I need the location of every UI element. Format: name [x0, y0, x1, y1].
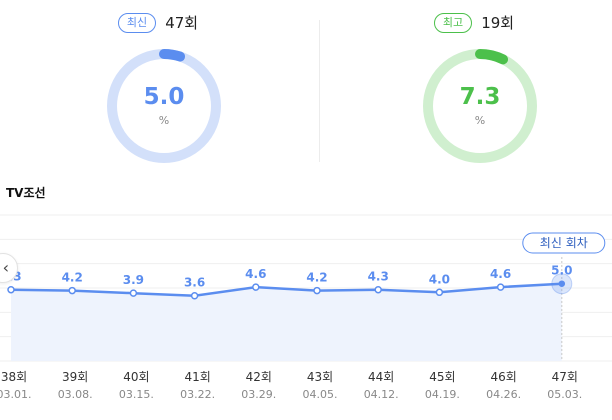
x-tick-label: 45회 — [429, 370, 455, 384]
best-episode: 19회 — [481, 14, 515, 32]
x-tick-label: 47회 — [552, 370, 578, 384]
data-point[interactable] — [190, 291, 199, 300]
x-tick-label: 40회 — [123, 370, 149, 384]
summary-divider — [319, 20, 320, 162]
best-badge: 최고 — [433, 12, 473, 33]
x-tick-date: 04.19. — [425, 388, 460, 401]
latest-badge: 최신 — [117, 12, 157, 33]
chevron-left-icon: ‹ — [2, 258, 9, 277]
best-donut-arc — [475, 49, 509, 65]
data-point[interactable] — [496, 283, 505, 291]
latest-rating-value: 5.0 — [143, 84, 185, 110]
x-tick-label: 42회 — [246, 370, 272, 384]
x-tick-label: 39회 — [62, 370, 88, 384]
data-point[interactable] — [435, 288, 444, 297]
x-tick-label: 43회 — [307, 370, 333, 384]
data-point[interactable] — [558, 280, 566, 287]
best-rating-card: 최고 19회 7.3 % — [374, 0, 574, 170]
latest-rating-donut: 5.0 % — [102, 44, 226, 168]
value-label: 4.6 — [490, 267, 511, 281]
latest-episode: 47회 — [165, 14, 199, 32]
best-rating-value: 7.3 — [459, 84, 501, 110]
latest-episode-badge — [522, 232, 606, 254]
x-tick-date: 03.22. — [180, 388, 215, 401]
data-point[interactable] — [68, 286, 76, 295]
area-fill — [11, 283, 562, 361]
latest-episode-badge-label: 최신 회차 — [540, 236, 588, 250]
best-rating-donut: 7.3 % — [418, 44, 542, 168]
value-label: 4.6 — [245, 267, 266, 281]
series-line — [10, 282, 562, 297]
latest-rating-card: 최신 47회 5.0 % — [58, 0, 258, 170]
value-label: 5.0 — [551, 264, 572, 278]
data-point[interactable] — [7, 285, 15, 294]
x-tick-label: 41회 — [184, 370, 210, 384]
value-label: 4.2 — [62, 271, 83, 285]
rating-summary: 최신 47회 5.0 % 최고 19회 7.3 % — [0, 0, 612, 170]
x-tick-date: 03.15. — [119, 388, 154, 401]
x-tick-date: 05.03. — [547, 388, 582, 401]
value-label: 3.6 — [184, 276, 205, 290]
best-rating-unit: % — [474, 114, 486, 127]
x-tick-date: 04.12. — [364, 388, 399, 401]
value-label: 4.0 — [429, 272, 450, 286]
channel-title: TV조선 — [6, 186, 46, 200]
data-point[interactable] — [252, 283, 260, 291]
data-point[interactable] — [313, 286, 321, 295]
x-tick-date: 03.01. — [0, 388, 32, 401]
x-tick-date: 03.08. — [58, 388, 93, 401]
x-tick-date: 03.29. — [241, 388, 276, 401]
rating-line-chart: 4.34.23.93.64.64.24.34.04.65.0최신 회차38회03… — [0, 214, 612, 401]
latest-donut-arc — [159, 49, 186, 62]
x-tick-label: 38회 — [1, 370, 27, 384]
value-label: 4.3 — [368, 270, 389, 284]
x-tick-date: 04.26. — [486, 388, 521, 401]
value-label: 4.2 — [306, 271, 327, 285]
data-point[interactable] — [374, 285, 382, 294]
data-point[interactable] — [129, 289, 138, 297]
x-tick-date: 04.05. — [303, 388, 338, 401]
x-tick-label: 44회 — [368, 370, 394, 384]
x-tick-label: 46회 — [490, 370, 516, 384]
value-label: 3.9 — [123, 273, 144, 287]
latest-rating-unit: % — [158, 114, 170, 127]
